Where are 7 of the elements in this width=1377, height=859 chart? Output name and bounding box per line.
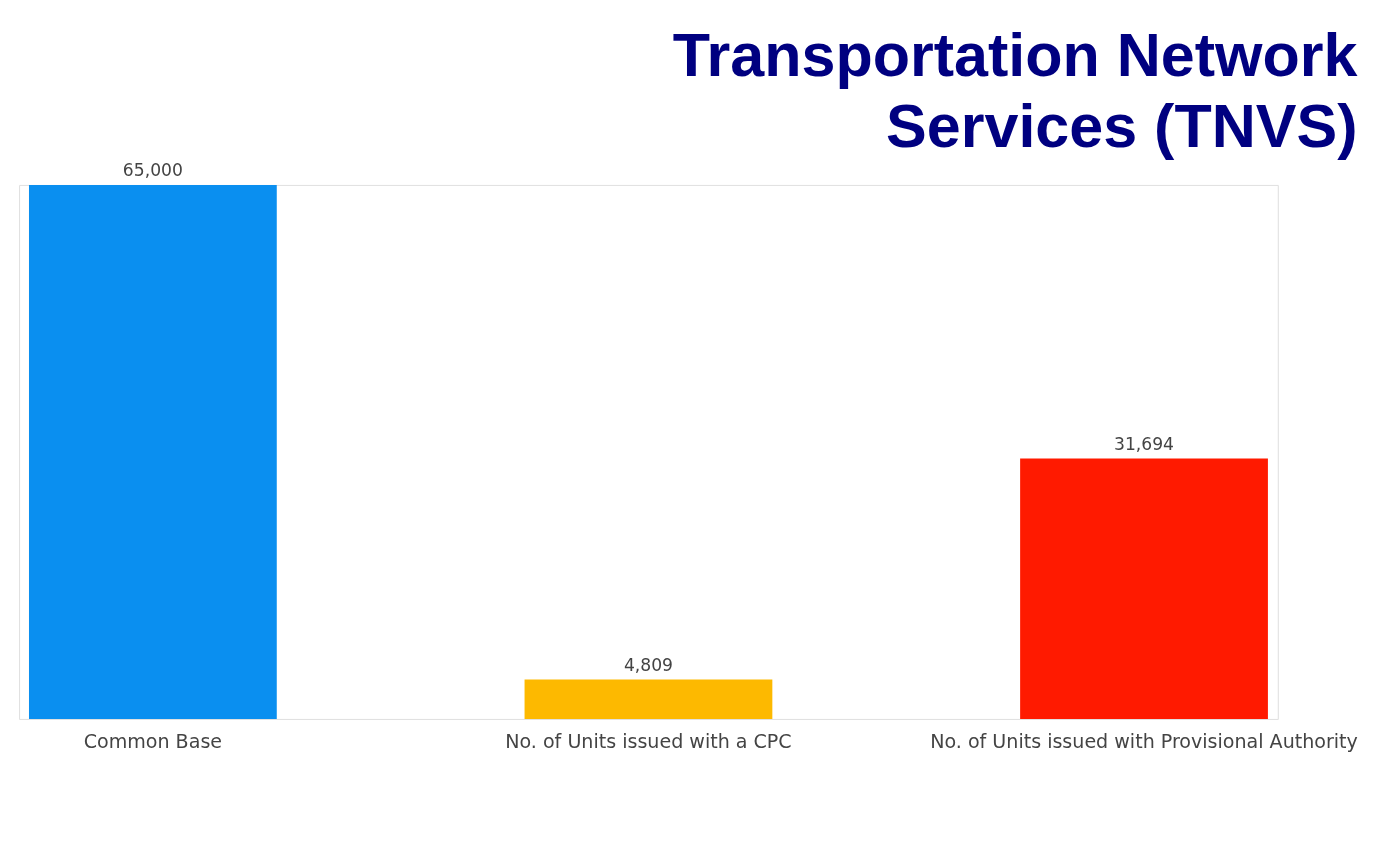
x-tick-label: Common Base: [83, 730, 223, 753]
data-label: 65,000: [122, 160, 183, 181]
x-tick-label: No. of Units issued with Provisional Authority: [930, 730, 1358, 753]
x-tick-label: No. of Units issued with a CPC: [505, 730, 792, 753]
chart-title: Transportation Network Services (TNVS): [672, 21, 1358, 160]
data-label: 4,809: [623, 654, 674, 675]
data-label: 31,694: [1114, 434, 1175, 454]
